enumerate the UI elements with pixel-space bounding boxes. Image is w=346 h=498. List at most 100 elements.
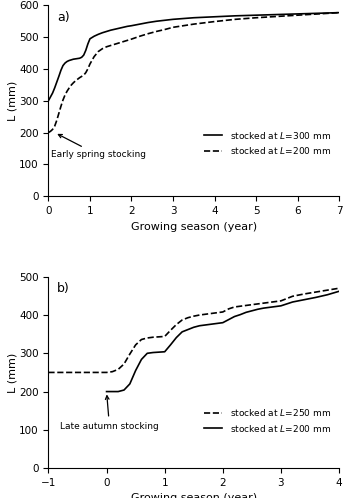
stocked at $L$=200 mm: [192, 21, 196, 27]
stocked at $L$=300 mm: [129, 23, 134, 29]
stocked at $L$=200 mm: [107, 388, 111, 394]
stocked at $L$=250 mm: [215, 310, 219, 316]
stocked at $L$=250 mm: [198, 312, 202, 318]
stocked at $L$=250 mm: [233, 304, 237, 310]
Line: stocked at $L$=250 mm: stocked at $L$=250 mm: [48, 288, 339, 373]
stocked at $L$=300 mm: [212, 14, 217, 20]
stocked at $L$=250 mm: [291, 293, 295, 299]
stocked at $L$=200 mm: [71, 80, 75, 86]
stocked at $L$=200 mm: [302, 297, 306, 303]
stocked at $L$=200 mm: [55, 118, 59, 124]
stocked at $L$=300 mm: [86, 41, 90, 47]
stocked at $L$=200 mm: [129, 36, 134, 42]
stocked at $L$=300 mm: [61, 63, 65, 69]
stocked at $L$=300 mm: [46, 98, 51, 104]
stocked at $L$=200 mm: [337, 288, 341, 294]
stocked at $L$=300 mm: [316, 10, 320, 16]
stocked at $L$=250 mm: [302, 291, 306, 297]
X-axis label: Growing season (year): Growing season (year): [131, 222, 257, 232]
stocked at $L$=300 mm: [100, 30, 104, 36]
stocked at $L$=250 mm: [221, 309, 225, 315]
stocked at $L$=300 mm: [125, 23, 129, 29]
stocked at $L$=300 mm: [51, 90, 55, 96]
stocked at $L$=250 mm: [46, 370, 51, 375]
stocked at $L$=300 mm: [163, 17, 167, 23]
stocked at $L$=250 mm: [174, 322, 179, 328]
stocked at $L$=300 mm: [71, 56, 75, 62]
Text: a): a): [57, 11, 70, 24]
stocked at $L$=200 mm: [163, 26, 167, 32]
stocked at $L$=300 mm: [82, 52, 86, 58]
stocked at $L$=200 mm: [75, 76, 80, 82]
stocked at $L$=300 mm: [65, 58, 69, 64]
stocked at $L$=200 mm: [84, 70, 88, 76]
stocked at $L$=250 mm: [267, 299, 271, 305]
stocked at $L$=200 mm: [233, 16, 237, 22]
stocked at $L$=250 mm: [227, 306, 231, 312]
stocked at $L$=300 mm: [113, 26, 117, 32]
stocked at $L$=300 mm: [154, 18, 158, 24]
stocked at $L$=200 mm: [291, 299, 295, 305]
stocked at $L$=300 mm: [92, 33, 96, 39]
stocked at $L$=200 mm: [122, 387, 126, 393]
stocked at $L$=250 mm: [110, 369, 115, 374]
stocked at $L$=250 mm: [145, 335, 149, 341]
stocked at $L$=200 mm: [337, 9, 341, 15]
stocked at $L$=250 mm: [262, 300, 266, 306]
stocked at $L$=250 mm: [116, 367, 120, 373]
stocked at $L$=200 mm: [267, 304, 271, 310]
Legend: stocked at $L$=250 mm, stocked at $L$=200 mm: stocked at $L$=250 mm, stocked at $L$=20…: [201, 403, 335, 437]
stocked at $L$=200 mm: [174, 335, 179, 341]
stocked at $L$=200 mm: [325, 292, 329, 298]
stocked at $L$=200 mm: [139, 357, 144, 363]
stocked at $L$=200 mm: [46, 129, 51, 135]
stocked at $L$=200 mm: [92, 54, 96, 60]
stocked at $L$=200 mm: [67, 85, 71, 91]
stocked at $L$=200 mm: [227, 317, 231, 323]
stocked at $L$=200 mm: [80, 73, 84, 79]
stocked at $L$=200 mm: [157, 349, 161, 355]
stocked at $L$=200 mm: [171, 24, 175, 30]
stocked at $L$=200 mm: [262, 305, 266, 311]
stocked at $L$=250 mm: [163, 334, 167, 340]
stocked at $L$=200 mm: [86, 66, 90, 72]
stocked at $L$=250 mm: [151, 334, 155, 340]
stocked at $L$=200 mm: [192, 324, 196, 330]
stocked at $L$=250 mm: [250, 302, 254, 308]
stocked at $L$=250 mm: [81, 370, 85, 375]
stocked at $L$=300 mm: [57, 73, 61, 79]
stocked at $L$=250 mm: [75, 370, 80, 375]
stocked at $L$=250 mm: [273, 299, 277, 305]
stocked at $L$=300 mm: [233, 13, 237, 19]
stocked at $L$=200 mm: [110, 388, 115, 394]
stocked at $L$=200 mm: [134, 368, 138, 374]
stocked at $L$=300 mm: [109, 27, 113, 33]
stocked at $L$=250 mm: [52, 370, 56, 375]
stocked at $L$=300 mm: [192, 15, 196, 21]
stocked at $L$=200 mm: [146, 31, 150, 37]
stocked at $L$=200 mm: [53, 123, 57, 129]
stocked at $L$=200 mm: [154, 28, 158, 34]
stocked at $L$=200 mm: [314, 294, 318, 300]
Y-axis label: L (mm): L (mm): [8, 352, 18, 392]
Text: b): b): [57, 282, 70, 295]
stocked at $L$=300 mm: [67, 57, 71, 63]
stocked at $L$=250 mm: [122, 361, 126, 367]
stocked at $L$=200 mm: [59, 104, 63, 110]
stocked at $L$=200 mm: [215, 320, 219, 326]
stocked at $L$=250 mm: [238, 303, 242, 309]
stocked at $L$=250 mm: [104, 370, 109, 375]
stocked at $L$=200 mm: [186, 327, 190, 333]
stocked at $L$=250 mm: [169, 327, 173, 333]
stocked at $L$=200 mm: [51, 126, 55, 132]
stocked at $L$=200 mm: [125, 37, 129, 43]
stocked at $L$=200 mm: [104, 388, 109, 394]
stocked at $L$=200 mm: [63, 92, 67, 98]
stocked at $L$=300 mm: [55, 79, 59, 85]
stocked at $L$=200 mm: [244, 309, 248, 315]
stocked at $L$=200 mm: [73, 78, 78, 84]
stocked at $L$=200 mm: [96, 49, 100, 55]
stocked at $L$=250 mm: [128, 351, 132, 357]
stocked at $L$=300 mm: [96, 31, 100, 37]
stocked at $L$=250 mm: [93, 370, 97, 375]
